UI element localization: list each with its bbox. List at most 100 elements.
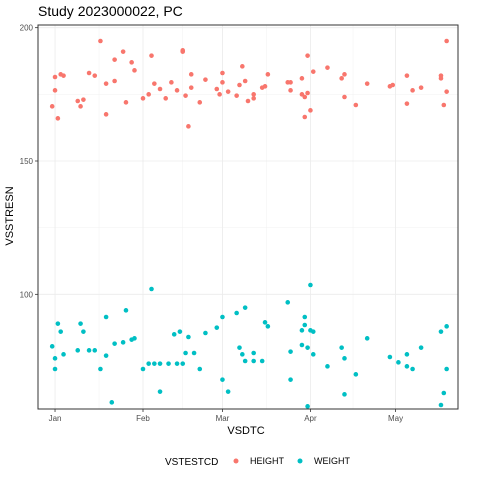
point-height <box>410 88 415 93</box>
point-height <box>364 81 370 86</box>
point-height <box>188 85 194 90</box>
point-weight <box>183 350 188 356</box>
point-height <box>86 70 92 76</box>
point-height <box>444 38 449 44</box>
point-weight <box>197 366 203 372</box>
point-height <box>186 124 191 129</box>
plot-border <box>37 24 459 410</box>
x-tick-label: Mar <box>216 414 230 423</box>
point-weight <box>404 352 410 357</box>
point-weight <box>242 358 248 364</box>
point-weight <box>174 361 180 366</box>
point-height <box>299 76 305 81</box>
chart-title: Study 2023000022, PC <box>38 3 183 19</box>
x-axis: Jan Feb Mar Apr May <box>49 409 403 423</box>
point-height <box>183 93 188 98</box>
point-weight <box>438 329 444 334</box>
legend-title: VSTESTCD <box>165 457 218 468</box>
point-height <box>305 53 310 58</box>
point-height <box>149 53 154 58</box>
point-height <box>234 93 239 98</box>
point-height <box>353 102 359 108</box>
point-weight <box>404 364 410 369</box>
point-height <box>75 98 81 104</box>
point-height <box>123 100 129 105</box>
point-weight <box>387 354 393 360</box>
point-height <box>52 74 58 80</box>
point-weight <box>92 348 98 353</box>
point-height <box>237 82 242 88</box>
point-height <box>308 108 313 113</box>
point-height <box>103 112 109 117</box>
point-height <box>342 94 347 100</box>
point-height <box>438 76 444 81</box>
point-weight <box>342 356 347 361</box>
point-height <box>140 96 146 101</box>
point-weight <box>177 329 183 334</box>
point-weight <box>285 300 291 305</box>
grid-major <box>38 25 458 409</box>
point-weight <box>444 366 449 372</box>
point-weight <box>418 345 424 350</box>
y-axis: 100 150 200 <box>20 24 38 299</box>
point-height <box>129 60 134 65</box>
y-tick-label: 150 <box>20 157 34 166</box>
point-height <box>132 68 137 73</box>
point-height <box>61 73 66 78</box>
point-weight <box>299 328 305 333</box>
point-weight <box>444 324 449 329</box>
point-weight <box>308 282 313 288</box>
point-weight <box>262 320 268 325</box>
point-height <box>146 92 151 97</box>
point-weight <box>49 344 55 349</box>
point-height <box>188 72 194 77</box>
point-height <box>112 78 117 84</box>
point-weight <box>310 329 316 334</box>
x-tick-label: May <box>388 414 403 423</box>
point-height <box>418 85 424 90</box>
point-weight <box>120 340 126 345</box>
point-height <box>305 90 310 96</box>
point-weight <box>237 345 242 350</box>
point-weight <box>152 361 157 366</box>
point-height <box>197 100 203 105</box>
point-weight <box>288 349 293 354</box>
point-weight <box>265 324 271 329</box>
y-tick-label: 200 <box>20 24 34 33</box>
point-weight <box>149 286 154 292</box>
point-height <box>302 94 308 100</box>
grid-minor <box>38 25 458 409</box>
point-height <box>203 77 208 82</box>
point-weight <box>225 389 231 394</box>
point-weight <box>441 390 447 396</box>
point-height <box>251 92 256 97</box>
data-points <box>49 38 449 409</box>
y-axis-title: VSSTRESN <box>4 186 16 245</box>
point-weight <box>203 330 208 336</box>
point-height <box>288 80 293 85</box>
point-weight <box>112 341 117 346</box>
point-weight <box>103 353 109 358</box>
point-weight <box>86 348 92 353</box>
point-weight <box>288 377 293 382</box>
point-weight <box>157 389 163 394</box>
x-tick-label: Feb <box>136 414 150 423</box>
point-height <box>262 84 268 89</box>
point-weight <box>157 361 163 366</box>
point-height <box>103 81 109 86</box>
point-weight <box>299 342 305 348</box>
point-height <box>180 49 186 54</box>
point-height <box>220 70 225 76</box>
point-weight <box>339 345 344 350</box>
point-weight <box>186 334 191 340</box>
point-weight <box>58 329 64 334</box>
point-height <box>52 88 58 93</box>
point-height <box>163 96 169 101</box>
point-height <box>214 86 220 92</box>
point-weight <box>342 392 347 397</box>
point-height <box>242 78 248 84</box>
point-weight <box>123 308 129 313</box>
plot-panel <box>38 25 458 409</box>
point-weight <box>52 366 58 372</box>
